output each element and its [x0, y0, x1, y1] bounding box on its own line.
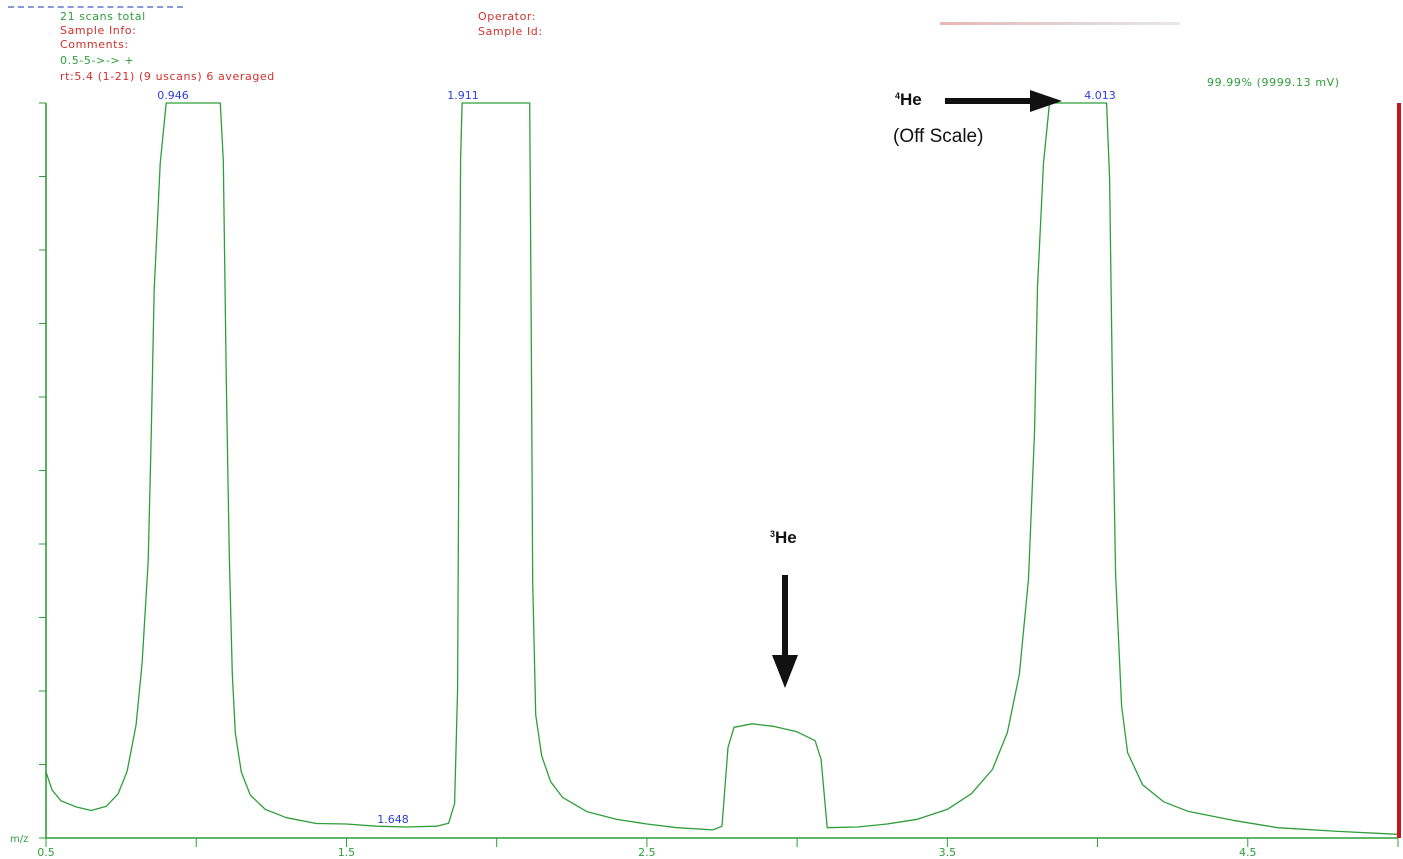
x-tick-label: 3.5: [939, 846, 957, 859]
peak-label: 1.911: [447, 89, 479, 102]
x-tick-label: 1.5: [338, 846, 356, 859]
scan-range-text: 0.5-5->-> +: [60, 54, 135, 67]
x-tick-label: 0.5: [37, 846, 55, 859]
he3-mass-number: 3: [770, 529, 776, 539]
scans-total-text: 21 scans total: [60, 10, 146, 23]
peak-label: 0.946: [157, 89, 189, 102]
comments-label: Comments:: [60, 38, 129, 51]
sample-info-label: Sample Info:: [60, 24, 137, 37]
operator-label: Operator:: [478, 10, 537, 23]
x-axis-label: m/z: [10, 834, 28, 845]
spectrum-trace: [45, 102, 1399, 835]
faded-header-text: [940, 22, 1180, 25]
x-tick-label: 4.5: [1239, 846, 1257, 859]
peak-label: 1.648: [377, 813, 409, 826]
scan-status-text: rt:5.4 (1-21) (9 uscans) 6 averaged: [60, 70, 275, 83]
peak-label: 4.013: [1084, 89, 1116, 102]
he4-mass-number: 4: [895, 91, 901, 101]
title-bar-rule: [8, 6, 183, 8]
x-tick-label: 2.5: [638, 846, 656, 859]
he3-arrow-head: [772, 655, 798, 688]
full-scale-readout: 99.99% (9999.13 mV): [1207, 76, 1340, 89]
he4-off-scale-note: (Off Scale): [893, 126, 984, 147]
he3-symbol: He: [775, 528, 797, 547]
he4-arrow-head: [1030, 90, 1062, 112]
he4-label: 4He: [895, 90, 922, 110]
sample-id-label: Sample Id:: [478, 25, 543, 38]
he4-symbol: He: [900, 90, 922, 109]
he3-label: 3He: [770, 528, 797, 548]
